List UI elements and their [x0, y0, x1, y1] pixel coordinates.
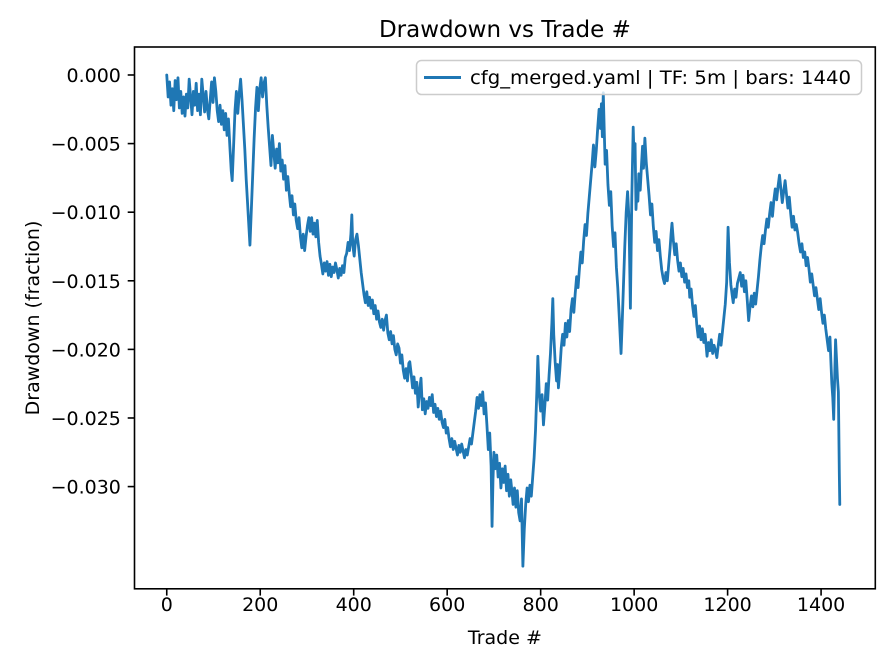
x-tick-label: 400	[336, 594, 372, 616]
x-tick-label: 200	[242, 594, 278, 616]
drawdown-series-line	[165, 73, 842, 568]
legend: cfg_merged.yaml | TF: 5m | bars: 1440	[415, 59, 863, 96]
axes-spines	[133, 46, 877, 590]
legend-frame	[415, 59, 863, 96]
y-tick-label: −0.015	[51, 271, 121, 293]
y-tick-label: −0.025	[51, 408, 121, 430]
y-tick-label: −0.005	[51, 134, 121, 156]
x-tick-label: 600	[429, 594, 465, 616]
y-tick-label: −0.030	[51, 477, 121, 499]
x-tick-label: 1000	[610, 594, 658, 616]
y-tick-label: −0.020	[51, 339, 121, 361]
x-tick-label: 800	[523, 594, 559, 616]
y-axis-label: Drawdown (fraction)	[22, 221, 44, 416]
x-axis-label: Trade #	[467, 627, 542, 649]
chart-title: Drawdown vs Trade #	[379, 17, 631, 43]
x-tick-label: 1400	[797, 594, 845, 616]
y-tick-label: 0.000	[66, 65, 120, 87]
plot-area: 0 200 400 600 800 1000 1200 1400 0.000 −0.005 −0.0…	[51, 65, 846, 616]
x-tick-label: 1200	[703, 594, 751, 616]
y-tick-label: −0.010	[51, 202, 121, 224]
legend-label: cfg_merged.yaml | TF: 5m | bars: 1440	[470, 67, 851, 89]
x-tick-label: 0	[161, 594, 173, 616]
